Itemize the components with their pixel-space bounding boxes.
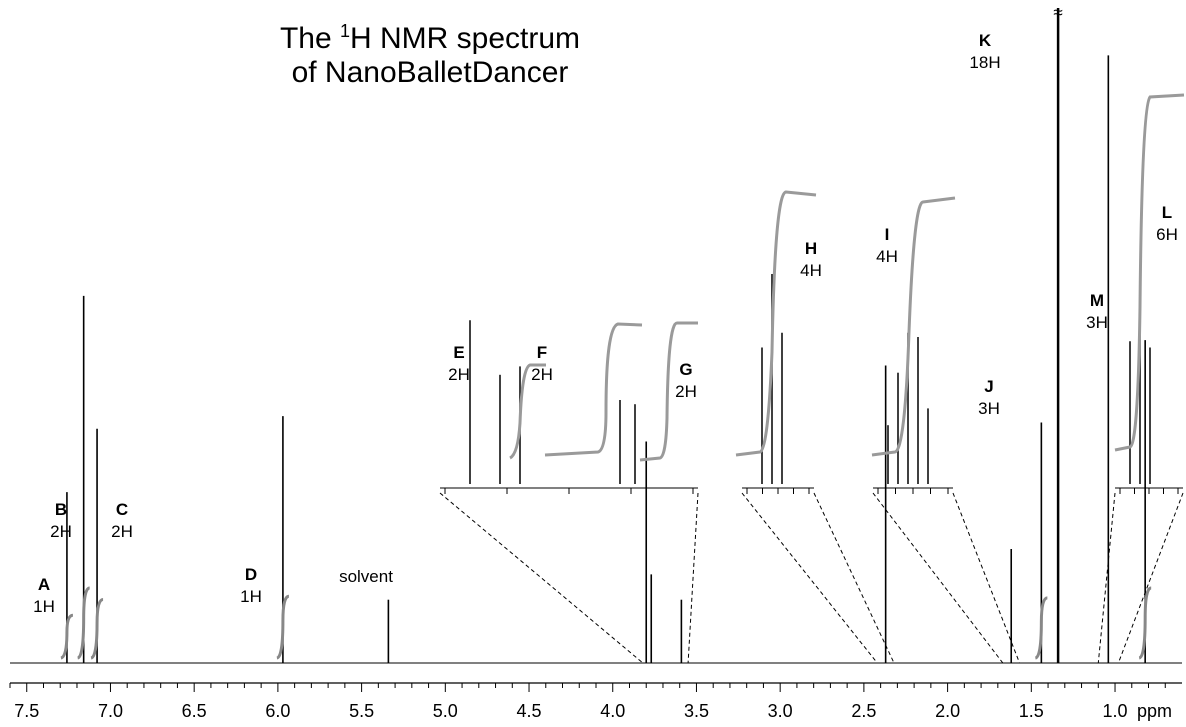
peak-label: C (116, 500, 128, 519)
peak-integration: 3H (978, 399, 1000, 418)
x-axis-unit: ppm (1137, 701, 1172, 721)
x-tick-label: 3.0 (768, 701, 793, 721)
x-tick-label: 1.5 (1019, 701, 1044, 721)
chart-title: The 1H NMR spectrum of NanoBalletDancer (230, 14, 630, 90)
peak-label: A (38, 575, 50, 594)
inset-guide-right (687, 492, 699, 664)
peak-label: G (679, 360, 692, 379)
peak-integration: 2H (50, 522, 72, 541)
x-tick-label: 3.5 (684, 701, 709, 721)
x-tick-label: 7.5 (14, 701, 39, 721)
x-tick-label: 6.0 (265, 701, 290, 721)
x-tick-label: 4.0 (600, 701, 625, 721)
inset-guide-left (439, 492, 644, 664)
x-tick-label: 2.5 (851, 701, 876, 721)
inset-guide-right (1117, 492, 1184, 664)
inset-guide-right (813, 492, 895, 664)
x-tick-label: 4.5 (517, 701, 542, 721)
x-tick-label: 6.5 (182, 701, 207, 721)
integral-curve-c (90, 597, 104, 660)
peak-integration: 2H (111, 522, 133, 541)
peak-integration: 18H (969, 53, 1000, 72)
peak-label: F (537, 343, 547, 362)
inset-guide-left (872, 492, 1004, 664)
integral-curve-d (276, 594, 290, 660)
inset-guide-left (741, 492, 878, 664)
peak-label: K (979, 31, 992, 50)
x-tick-label: 2.0 (935, 701, 960, 721)
peak-integration: 2H (675, 382, 697, 401)
peak-integration: 4H (800, 261, 822, 280)
integral-curve-j (1034, 596, 1048, 660)
title-superscript: 1 (339, 21, 350, 41)
peak-integration: 3H (1086, 313, 1108, 332)
x-tick-label: 5.5 (349, 701, 374, 721)
inset-guide-left (1097, 492, 1116, 664)
peak-label: I (885, 225, 890, 244)
integral-curve-m (1138, 586, 1152, 660)
x-tick-label: 7.0 (98, 701, 123, 721)
integral-curve (871, 196, 956, 457)
peak-label: H (805, 239, 817, 258)
inset-guide-right (952, 492, 1021, 664)
peak-integration: 2H (448, 365, 470, 384)
peak-label: M (1090, 291, 1104, 310)
peak-label: E (453, 343, 464, 362)
integral-curve (509, 363, 546, 460)
title-line1-prefix: The (279, 22, 340, 55)
peak-integration: 1H (33, 597, 55, 616)
integral-curve (1114, 93, 1185, 452)
peak-integration: 4H (876, 247, 898, 266)
title-line1-suffix: H NMR spectrum (350, 22, 581, 55)
peak-label: B (55, 500, 67, 519)
peak-integration: 2H (531, 365, 553, 384)
peak-label: L (1162, 203, 1172, 222)
integral-curve-a (60, 613, 74, 660)
peak-label: D (245, 565, 257, 584)
integral-curve (639, 321, 698, 462)
peak-label: J (984, 377, 993, 396)
axis-break-symbol: ≈ (1053, 3, 1062, 22)
x-tick-label: 5.0 (433, 701, 458, 721)
integral-curve (544, 322, 643, 457)
solvent-label: solvent (339, 567, 393, 586)
integral-curve-b (76, 586, 91, 660)
integral-curve (735, 190, 817, 457)
title-line2: of NanoBalletDancer (291, 56, 569, 89)
peak-integration: 1H (240, 587, 262, 606)
x-tick-label: 1.0 (1103, 701, 1128, 721)
peak-integration: 6H (1156, 225, 1178, 244)
